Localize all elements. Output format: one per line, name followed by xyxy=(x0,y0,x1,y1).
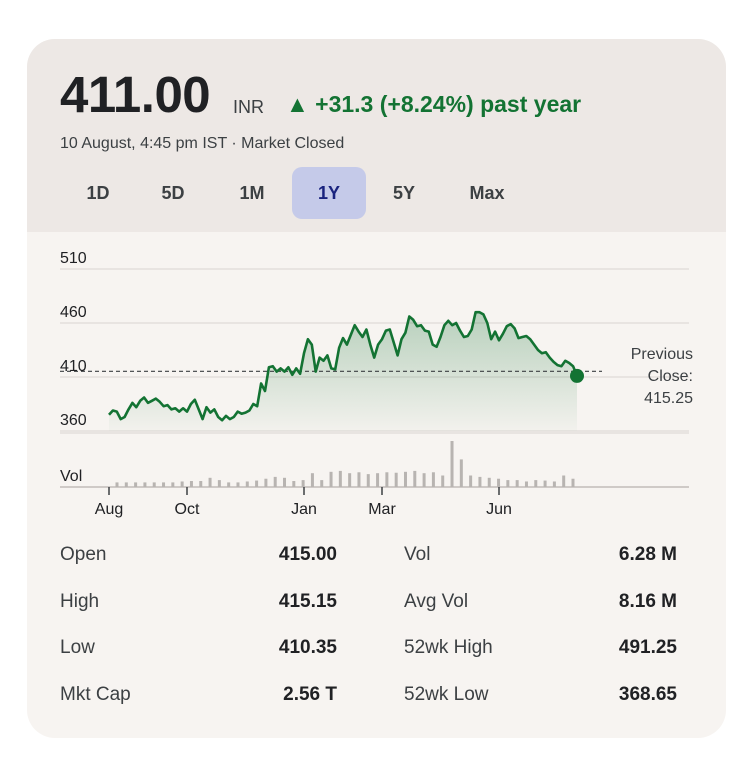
volume-bar xyxy=(357,472,361,487)
volume-bar xyxy=(189,481,193,487)
stat-value: 415.15 xyxy=(278,590,337,612)
volume-bar xyxy=(124,482,128,487)
volume-bar xyxy=(283,477,287,487)
stat-label: Open xyxy=(60,544,107,565)
volume-bar xyxy=(152,482,156,487)
volume-bar xyxy=(524,481,528,487)
x-tick-label: Aug xyxy=(95,501,123,518)
stat-value: 491.25 xyxy=(618,637,677,658)
volume-bar xyxy=(431,472,435,487)
range-tab-5y[interactable]: 5Y xyxy=(392,183,416,203)
volume-bar xyxy=(478,476,482,487)
stat-value: 6.28 M xyxy=(618,544,677,565)
volume-bar xyxy=(441,475,445,487)
volume-bar xyxy=(162,482,166,487)
volume-bar xyxy=(394,472,398,487)
volume-label: Vol xyxy=(60,468,82,485)
previous-close-label: Previous Close: 415.25 xyxy=(631,346,693,407)
volume-bar xyxy=(571,478,575,487)
volume-bar xyxy=(292,481,296,487)
volume-bar xyxy=(403,471,407,487)
volume-bar xyxy=(301,480,305,487)
stat-value: 415.00 xyxy=(278,544,337,565)
range-tab-1d[interactable]: 1D xyxy=(86,183,110,203)
volume-bar xyxy=(469,475,473,487)
volume-bar xyxy=(385,472,389,487)
volume-bar xyxy=(422,473,426,487)
x-tick-label: Oct xyxy=(175,501,200,518)
range-tab-1m[interactable]: 1M xyxy=(239,183,265,203)
volume-bar xyxy=(208,477,212,487)
stat-label: High xyxy=(60,590,100,612)
volume-bar xyxy=(264,478,268,487)
quote-header: 411.00 INR ▲ +31.3 (+8.24%) past year 10… xyxy=(27,39,726,232)
volume-bar xyxy=(115,482,119,487)
range-tab-max[interactable]: Max xyxy=(469,183,505,203)
stat-value: 8.16 M xyxy=(618,590,677,612)
stat-label: Avg Vol xyxy=(404,590,469,612)
stat-value: 410.35 xyxy=(278,637,337,658)
volume-bar xyxy=(515,480,519,487)
volume-bar xyxy=(543,480,547,487)
volume-bar xyxy=(497,478,501,487)
volume-bar xyxy=(245,481,249,487)
volume-bar xyxy=(217,480,221,487)
volume-bar xyxy=(376,473,380,487)
volume-bar xyxy=(320,480,324,487)
stat-value: 368.65 xyxy=(618,683,677,705)
volume-bar xyxy=(552,481,556,487)
currency-label: INR xyxy=(233,97,264,117)
y-tick-label: 360 xyxy=(60,412,87,429)
x-tick-label: Jan xyxy=(291,501,317,518)
current-price: 411.00 xyxy=(60,66,211,123)
stat-label: 52wk Low xyxy=(404,683,489,705)
volume-bar xyxy=(143,482,147,487)
volume-bar xyxy=(329,471,333,487)
volume-bar xyxy=(366,474,370,487)
y-tick-label: 410 xyxy=(60,358,87,375)
volume-bar xyxy=(273,476,277,487)
volume-bar xyxy=(338,470,342,487)
volume-bar xyxy=(236,482,240,487)
stock-quote-card: 411.00 INR ▲ +31.3 (+8.24%) past year 10… xyxy=(27,39,726,738)
stat-label: Mkt Cap xyxy=(60,683,131,705)
volume-bar xyxy=(459,459,463,487)
volume-bar xyxy=(487,477,491,487)
y-tick-label: 510 xyxy=(60,250,87,267)
y-tick-label: 460 xyxy=(60,304,87,321)
last-price-marker xyxy=(570,368,584,383)
x-tick-label: Mar xyxy=(368,501,396,518)
volume-bar xyxy=(180,481,184,487)
stat-value: 2.56 T xyxy=(283,683,337,705)
stat-label: Vol xyxy=(404,544,431,565)
volume-bar xyxy=(199,481,203,487)
volume-bar xyxy=(171,482,175,487)
volume-bar xyxy=(348,473,352,487)
range-tab-5d[interactable]: 5D xyxy=(161,183,185,203)
stat-label: 52wk High xyxy=(404,637,493,658)
volume-bar xyxy=(506,480,510,487)
volume-bar xyxy=(562,475,566,487)
volume-bar xyxy=(227,482,231,487)
range-tab-1y[interactable]: 1Y xyxy=(292,167,366,219)
x-tick-label: Jun xyxy=(486,501,512,518)
price-change: ▲ +31.3 (+8.24%) past year xyxy=(286,91,582,117)
volume-bar xyxy=(255,480,259,487)
market-status: 10 August, 4:45 pm IST · Market Closed xyxy=(60,135,345,152)
volume-bar xyxy=(413,470,417,487)
volume-bar xyxy=(534,480,538,487)
volume-bar xyxy=(310,473,314,487)
volume-bar xyxy=(134,482,138,487)
price-line xyxy=(108,310,579,422)
volume-bar xyxy=(450,441,454,487)
price-chart: 510 460 410 360 Vol Aug Oct Jan Mar Jun Previous Cl… xyxy=(60,250,693,518)
stat-label: Low xyxy=(60,637,95,658)
